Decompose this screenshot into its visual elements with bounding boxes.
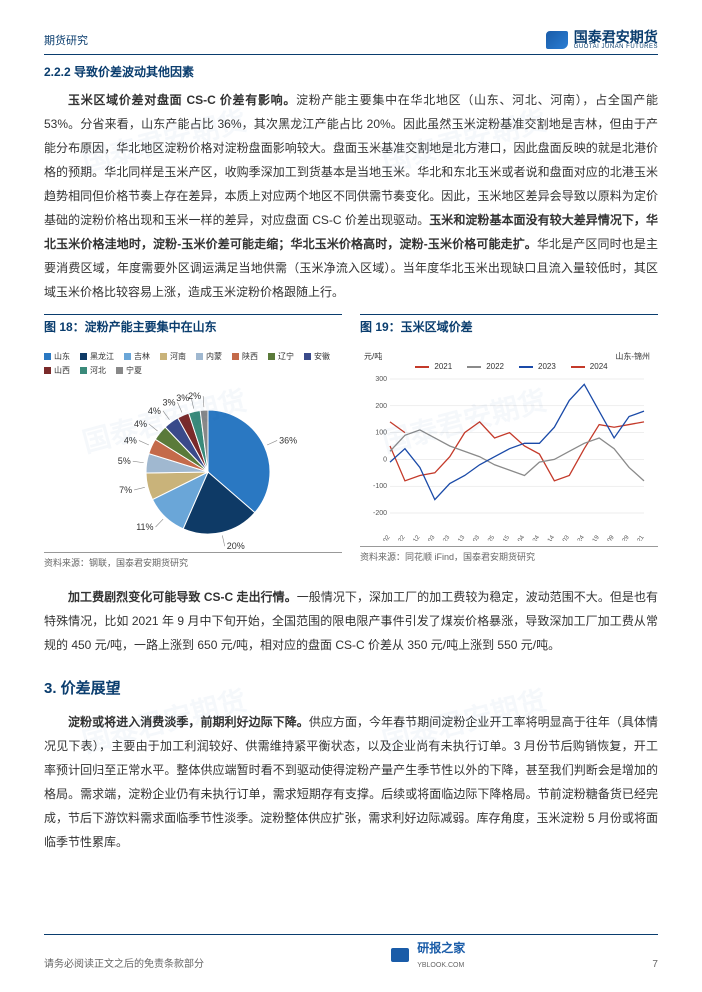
- footer-brand-cn: 研报之家: [417, 941, 465, 955]
- svg-text:4%: 4%: [134, 419, 147, 429]
- svg-text:01-22: 01-22: [392, 534, 407, 541]
- para1-body1: 淀粉产能主要集中在华北地区（山东、河北、河南），占全国产能 53%。分省来看，山…: [44, 93, 658, 227]
- series-title: 山东-锦州: [615, 351, 650, 362]
- fig19-container: 元/吨 山东-锦州 2021202220232024 -200 -100 0 100 2…: [360, 351, 658, 569]
- svg-text:100: 100: [375, 430, 387, 437]
- svg-text:10-19: 10-19: [586, 534, 601, 541]
- line-chart: -200 -100 0 100 200 300 01-0201-2202-1203-0303…: [360, 373, 650, 541]
- pie-chart: 36%20%11%7%5%4%4%4%3%3%2%: [58, 380, 328, 550]
- svg-text:20%: 20%: [227, 541, 245, 550]
- svg-text:-200: -200: [373, 510, 387, 517]
- logo-icon: [546, 31, 568, 49]
- fig19-source: 资料来源：同花顺 iFind，国泰君安期货研究: [360, 546, 658, 563]
- svg-text:08-14: 08-14: [541, 534, 556, 541]
- para3-body: 供应方面，今年春节期间淀粉企业开工率将明显高于往年（具体情况见下表），主要由于加…: [44, 715, 658, 849]
- footer-icon: [391, 948, 409, 962]
- para-regional: 玉米区域价差对盘面 CS-C 价差有影响。淀粉产能主要集中在华北地区（山东、河北…: [44, 88, 658, 304]
- svg-text:11-29: 11-29: [616, 534, 631, 541]
- para2-bold: 加工费剧烈变化可能导致 CS-C 走出行情。: [68, 590, 297, 604]
- doc-type-label: 期货研究: [44, 32, 88, 48]
- disclaimer: 请务必阅读正文之后的免责条款部分: [44, 955, 204, 970]
- para-outlook: 淀粉或将进入消费淡季，前期利好边际下降。供应方面，今年春节期间淀粉企业开工率将明…: [44, 710, 658, 854]
- svg-text:36%: 36%: [279, 435, 297, 445]
- svg-text:09-24: 09-24: [571, 534, 586, 541]
- svg-text:01-02: 01-02: [377, 534, 392, 541]
- svg-text:4%: 4%: [148, 406, 161, 416]
- footer-brand: 研报之家 YBLOOK.COM: [391, 939, 465, 970]
- svg-text:02-12: 02-12: [407, 534, 422, 541]
- svg-text:12-21: 12-21: [631, 534, 646, 541]
- svg-text:09-03: 09-03: [556, 534, 571, 541]
- svg-text:7%: 7%: [119, 485, 132, 495]
- svg-text:03-23: 03-23: [437, 534, 452, 541]
- svg-text:06-15: 06-15: [496, 534, 511, 541]
- svg-text:11-09: 11-09: [601, 534, 616, 541]
- svg-text:04-13: 04-13: [452, 534, 467, 541]
- para3-bold: 淀粉或将进入消费淡季，前期利好边际下降。: [68, 715, 309, 729]
- para1-bold1: 玉米区域价差对盘面 CS-C 价差有影响。: [68, 93, 296, 107]
- brand-cn: 国泰君安期货: [574, 30, 658, 44]
- svg-text:11%: 11%: [136, 522, 153, 532]
- svg-text:05-25: 05-25: [481, 534, 496, 541]
- svg-text:-100: -100: [373, 483, 387, 490]
- line-legend: 元/吨 山东-锦州 2021202220232024: [360, 351, 658, 371]
- fig19-title: 图 19：玉米区域价差: [360, 314, 658, 335]
- svg-text:3%: 3%: [163, 397, 176, 407]
- page-footer: 请务必阅读正文之后的免责条款部分 研报之家 YBLOOK.COM 7: [44, 934, 658, 970]
- svg-text:03-03: 03-03: [422, 534, 437, 541]
- brand-en: GUOTAI JUNAN FUTURES: [574, 44, 658, 50]
- svg-text:07-24: 07-24: [526, 534, 541, 541]
- svg-text:2%: 2%: [188, 391, 201, 401]
- svg-text:05-03: 05-03: [466, 534, 481, 541]
- para-processing-fee: 加工费剧烈变化可能导致 CS-C 走出行情。一般情况下，深加工厂的加工费较为稳定…: [44, 585, 658, 657]
- fig18-title: 图 18：淀粉产能主要集中在山东: [44, 314, 342, 335]
- page-header: 期货研究 国泰君安期货 GUOTAI JUNAN FUTURES: [44, 30, 658, 55]
- svg-text:0: 0: [383, 456, 387, 463]
- section-2-2-2-title: 2.2.2 导致价差波动其他因素: [44, 63, 658, 80]
- svg-text:4%: 4%: [124, 435, 137, 445]
- section-3-title: 3. 价差展望: [44, 677, 658, 698]
- y-axis-unit: 元/吨: [364, 351, 382, 362]
- figures-row: 山东黑龙江吉林河南内蒙陕西辽宁安徽山西河北宁夏 36%20%11%7%5%4%4…: [44, 351, 658, 569]
- svg-text:5%: 5%: [118, 456, 131, 466]
- footer-site: YBLOOK.COM: [417, 962, 464, 969]
- page-number: 7: [652, 959, 658, 970]
- figure-title-row: 图 18：淀粉产能主要集中在山东 图 19：玉米区域价差: [44, 314, 658, 341]
- pie-legend: 山东黑龙江吉林河南内蒙陕西辽宁安徽山西河北宁夏: [44, 351, 342, 376]
- svg-text:07-04: 07-04: [511, 534, 526, 541]
- brand-logo: 国泰君安期货 GUOTAI JUNAN FUTURES: [546, 30, 658, 50]
- svg-text:300: 300: [375, 376, 387, 383]
- fig18-source: 资料来源：钢联，国泰君安期货研究: [44, 552, 342, 569]
- svg-text:200: 200: [375, 403, 387, 410]
- fig18-container: 山东黑龙江吉林河南内蒙陕西辽宁安徽山西河北宁夏 36%20%11%7%5%4%4…: [44, 351, 342, 569]
